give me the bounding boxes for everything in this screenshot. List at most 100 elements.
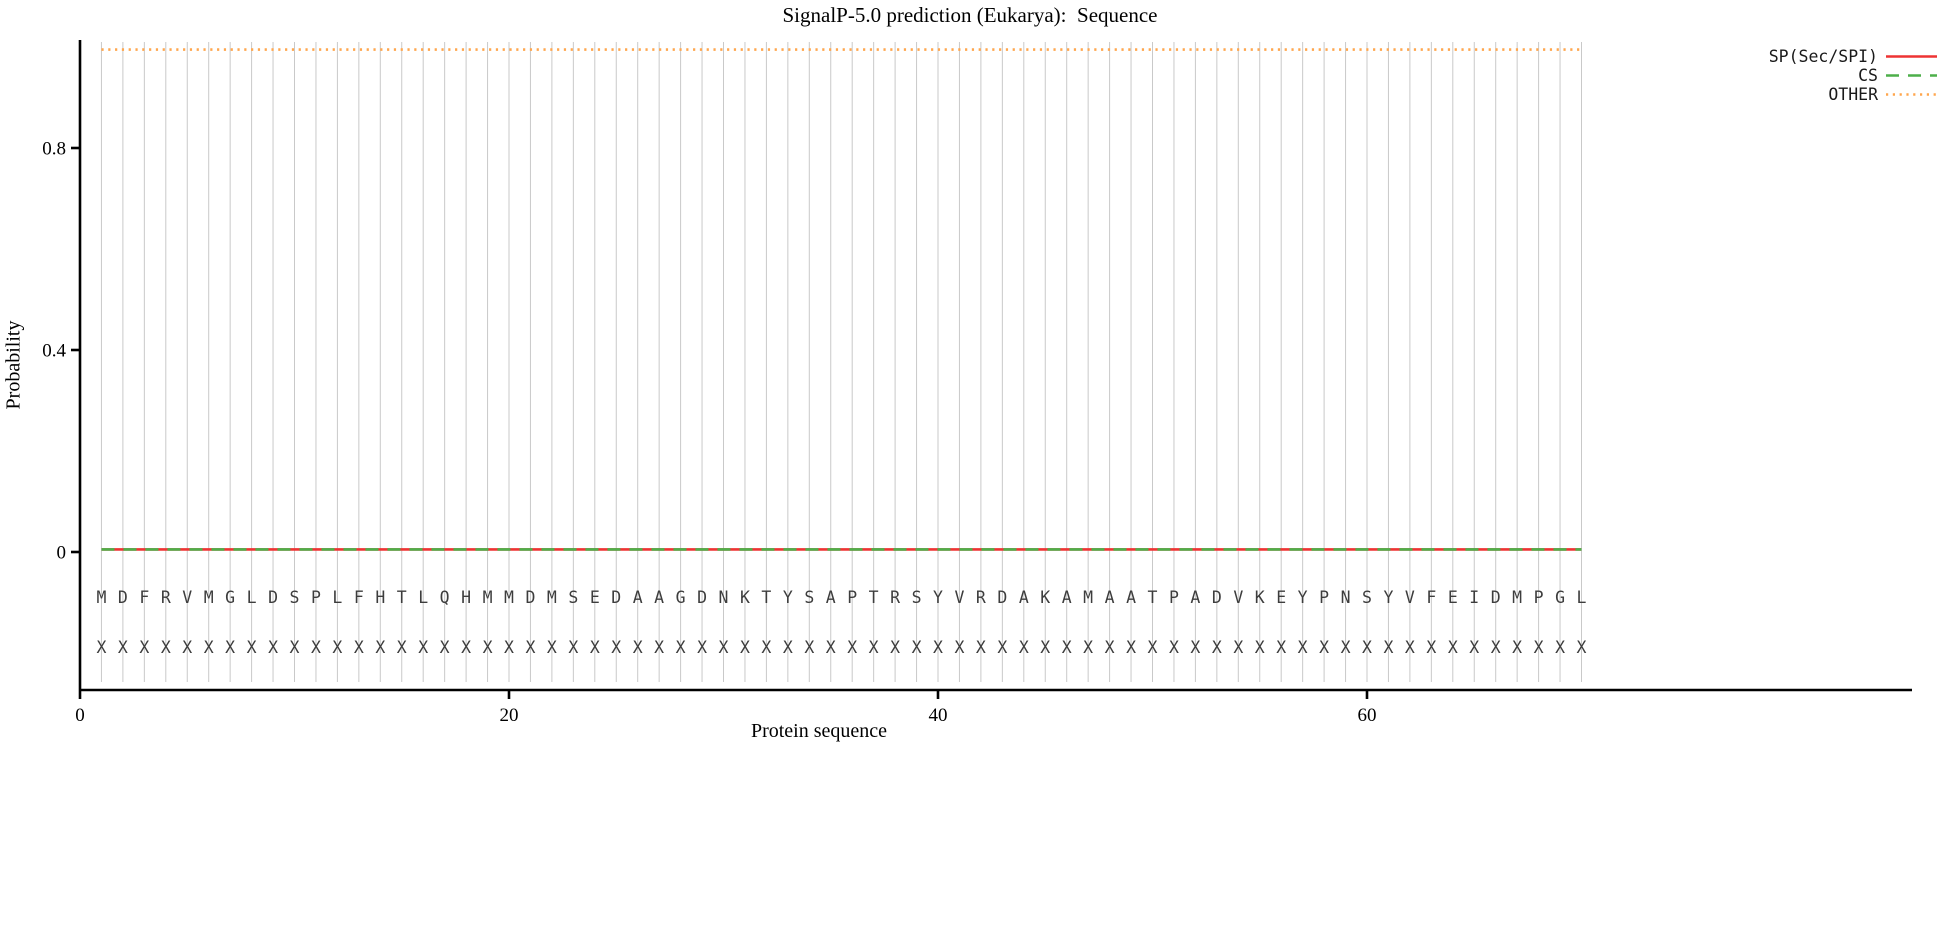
residue-mark: X [826, 638, 836, 657]
x-tick-label: 20 [500, 705, 519, 726]
sequence-letter: F [1426, 588, 1436, 607]
residue-mark: X [912, 638, 922, 657]
sequence-letter: D [997, 588, 1007, 607]
sequence-letter: D [697, 588, 707, 607]
residue-mark: X [139, 638, 149, 657]
residue-mark: X [1491, 638, 1501, 657]
sequence-letter: V [1233, 588, 1243, 607]
sequence-letter: E [1276, 588, 1286, 607]
sequence-letter: A [633, 588, 643, 607]
residue-mark: X [1448, 638, 1458, 657]
residue-mark: X [740, 638, 750, 657]
residue-mark: X [1577, 638, 1587, 657]
residue-mark: X [418, 638, 428, 657]
residue-mark: X [1212, 638, 1222, 657]
sequence-letter: Y [783, 588, 793, 607]
sequence-letter: A [1062, 588, 1072, 607]
sequence-letter: M [547, 588, 557, 607]
residue-mark: X [1341, 638, 1351, 657]
sequence-letter: R [976, 588, 986, 607]
sequence-letter: K [1255, 588, 1265, 607]
sequence-letter: R [161, 588, 171, 607]
y-tick-label: 0 [57, 543, 67, 564]
residue-mark: X [590, 638, 600, 657]
residue-mark: X [332, 638, 342, 657]
sequence-letter: Y [933, 588, 943, 607]
residue-mark: X [547, 638, 557, 657]
sequence-letter: A [1190, 588, 1200, 607]
residue-mark: X [1298, 638, 1308, 657]
sequence-letter: G [676, 588, 686, 607]
residue-mark: X [375, 638, 385, 657]
sequence-letter: T [761, 588, 771, 607]
sequence-letter: D [1212, 588, 1222, 607]
residue-mark: X [1233, 638, 1243, 657]
sequence-letter: Y [1298, 588, 1308, 607]
residue-mark: X [654, 638, 664, 657]
residue-mark: X [440, 638, 450, 657]
residue-mark: X [847, 638, 857, 657]
residue-mark: X [290, 638, 300, 657]
sequence-letter: L [418, 588, 428, 607]
sequence-letter: M [96, 588, 106, 607]
residue-mark: X [525, 638, 535, 657]
sequence-letter: E [1448, 588, 1458, 607]
sequence-letter: S [912, 588, 922, 607]
residue-mark: X [1019, 638, 1029, 657]
residue-mark: X [1190, 638, 1200, 657]
x-tick-label: 40 [929, 705, 948, 726]
residue-mark: X [96, 638, 106, 657]
residue-mark: X [568, 638, 578, 657]
residue-mark: X [676, 638, 686, 657]
residue-mark: X [1148, 638, 1158, 657]
residue-mark: X [804, 638, 814, 657]
residue-mark: X [397, 638, 407, 657]
sequence-letter: H [461, 588, 471, 607]
sequence-letter: E [590, 588, 600, 607]
x-tick-labels: 0 20 40 60 [75, 705, 1376, 726]
residue-mark: X [1169, 638, 1179, 657]
sequence-letter: S [568, 588, 578, 607]
sequence-letter: A [654, 588, 664, 607]
sequence-letter: F [139, 588, 149, 607]
residue-mark: X [1062, 638, 1072, 657]
sequence-letter: D [268, 588, 278, 607]
residue-mark: X [483, 638, 493, 657]
residue-mark: X [1083, 638, 1093, 657]
legend-label-cs: CS [1858, 66, 1878, 85]
residue-mark: X [182, 638, 192, 657]
residue-mark: X [1255, 638, 1265, 657]
y-tick-labels: 0 0.4 0.8 [42, 139, 66, 564]
y-tick-label: 0.4 [42, 341, 66, 362]
residue-mark: X [1126, 638, 1136, 657]
residue-mark: X [890, 638, 900, 657]
residue-mark: X [1362, 638, 1372, 657]
residue-mark: X [1534, 638, 1544, 657]
sequence-letter: L [1577, 588, 1587, 607]
sequence-letter: P [1534, 588, 1544, 607]
residue-mark: X [1555, 638, 1565, 657]
sequence-letter: A [1105, 588, 1115, 607]
sequence-letter: T [1148, 588, 1158, 607]
residue-mark: X [761, 638, 771, 657]
sequence-letter: V [954, 588, 964, 607]
residue-mark: X [118, 638, 128, 657]
x-tick-label: 0 [75, 705, 85, 726]
sequence-letter: K [740, 588, 750, 607]
sequence-letter: M [1512, 588, 1522, 607]
residue-mark: X [1319, 638, 1329, 657]
sequence-letter: P [1169, 588, 1179, 607]
sequence-letter: A [1126, 588, 1136, 607]
residue-mark: X [954, 638, 964, 657]
axes [71, 40, 1912, 699]
chart-title: SignalP-5.0 prediction (Eukarya): Sequen… [782, 3, 1158, 27]
sequence-letter: P [1319, 588, 1329, 607]
residue-mark: X [161, 638, 171, 657]
legend-label-other: OTHER [1828, 85, 1878, 104]
x-tick-label: 60 [1358, 705, 1377, 726]
residue-mark: X [1105, 638, 1115, 657]
sequence-letter: A [826, 588, 836, 607]
sequence-letter: F [354, 588, 364, 607]
